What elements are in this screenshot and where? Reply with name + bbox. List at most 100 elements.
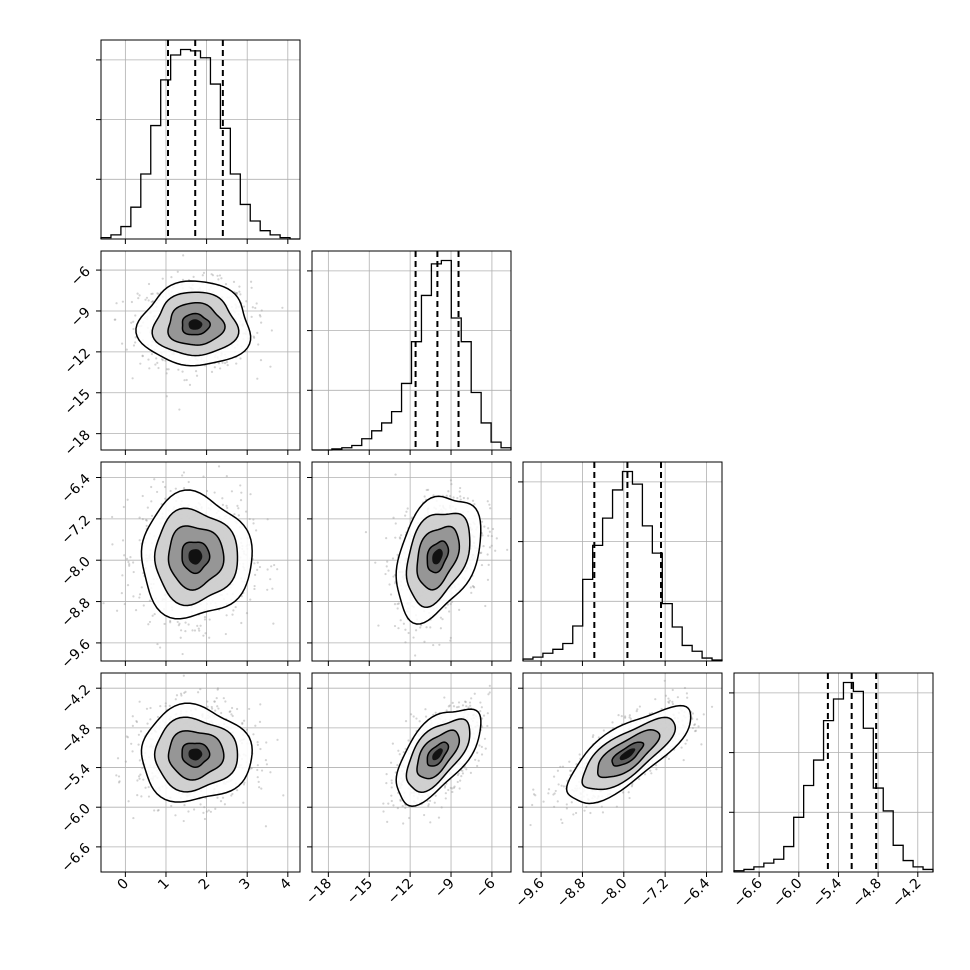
scatter-point (181, 278, 185, 281)
scatter-point (627, 791, 630, 794)
scatter-point (487, 693, 490, 696)
y-tick-label: −18 (62, 427, 94, 459)
scatter-point (390, 799, 393, 803)
scatter-point (221, 796, 225, 799)
scatter-point (394, 536, 397, 539)
scatter-point (449, 479, 453, 482)
scatter-point (159, 646, 162, 649)
scatter-point (148, 599, 152, 602)
x-tick-label: −8.0 (595, 876, 630, 911)
panel-frame (311, 672, 512, 873)
scatter-point (224, 632, 227, 636)
scatter-point (459, 779, 462, 782)
scatter-point (470, 459, 472, 461)
scatter-point (136, 292, 139, 295)
density-contour (395, 708, 482, 807)
y-tick-label: −5.4 (58, 761, 93, 796)
scatter-point (177, 624, 180, 627)
scatter-point (210, 705, 213, 709)
scatter-point (420, 624, 423, 627)
scatter-point (181, 652, 184, 656)
scatter-point (488, 503, 491, 506)
density-contour (167, 730, 225, 781)
scatter-point (402, 751, 405, 754)
density-panel-1-3: −18 −15 −12 −9 −6 (303, 672, 512, 908)
scatter-point (231, 714, 234, 718)
panel-content (529, 679, 714, 827)
scatter-point (123, 602, 126, 606)
scatter-point (165, 395, 168, 398)
scatter-point (139, 773, 142, 776)
scatter-point (682, 759, 685, 762)
scatter-point (226, 364, 229, 367)
scatter-point (245, 728, 249, 731)
scatter-point (138, 596, 141, 599)
scatter-point (443, 786, 447, 789)
scatter-point (163, 622, 166, 626)
scatter-point (259, 315, 262, 318)
scatter-point (238, 285, 241, 288)
scatter-point (451, 600, 454, 603)
scatter-point (393, 624, 397, 628)
scatter-point (213, 366, 216, 369)
density-contour (167, 301, 226, 346)
scatter-point (205, 810, 209, 813)
scatter-point (187, 623, 190, 626)
scatter-point (407, 631, 410, 635)
scatter-point (390, 786, 393, 789)
scatter-point (139, 362, 142, 365)
scatter-point (129, 556, 132, 559)
scatter-point (199, 688, 202, 691)
scatter-point (228, 710, 231, 713)
histogram-step (733, 681, 934, 872)
scatter-point (387, 569, 390, 572)
y-tick-label: −8.0 (58, 554, 93, 589)
scatter-point (157, 366, 160, 370)
scatter-point (210, 370, 214, 373)
panel-frame (100, 250, 301, 451)
scatter-point (156, 715, 160, 719)
scatter-point (145, 707, 149, 710)
density-contour (426, 540, 450, 574)
scatter-point (130, 321, 133, 324)
scatter-point (182, 674, 185, 677)
scatter-point (487, 563, 490, 566)
scatter-point (253, 336, 256, 339)
scatter-point (230, 490, 234, 493)
scatter-point (150, 300, 153, 304)
scatter-point (132, 320, 135, 323)
scatter-point (232, 609, 235, 612)
scatter-point (427, 803, 430, 806)
x-tick-label: −12 (385, 876, 417, 908)
scatter-point (132, 816, 135, 820)
scatter-point (149, 706, 152, 710)
scatter-point (483, 525, 486, 528)
scatter-point (266, 568, 269, 571)
scatter-point (217, 362, 221, 365)
panel-frame (100, 39, 301, 240)
scatter-point (202, 811, 205, 814)
scatter-point (396, 553, 399, 556)
panel-frame (522, 461, 723, 662)
scatter-point (480, 753, 484, 756)
scatter-point (272, 622, 275, 625)
scatter-point (423, 640, 426, 643)
density-peak (188, 319, 203, 330)
scatter-point (483, 737, 487, 740)
scatter-point (461, 772, 465, 775)
scatter-point (142, 778, 145, 781)
scatter-point (199, 803, 202, 806)
scatter-point (252, 518, 255, 521)
scatter-point (239, 499, 243, 502)
scatter-point (126, 498, 129, 501)
scatter-point (220, 277, 223, 280)
x-tick-label: −6.6 (731, 875, 766, 910)
scatter-point (259, 359, 263, 362)
scatter-point (432, 494, 435, 497)
scatter-point (164, 705, 167, 708)
scatter-point (146, 506, 149, 509)
x-tick-label: 1 (155, 876, 173, 894)
scatter-point (90, 551, 92, 553)
histogram-step (312, 259, 512, 451)
scatter-point (484, 604, 487, 608)
